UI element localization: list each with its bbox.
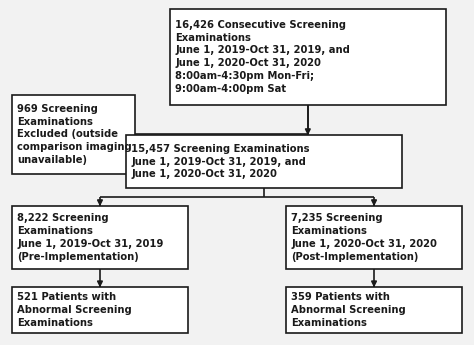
Text: 8,222 Screening
Examinations
June 1, 2019-Oct 31, 2019
(Pre-Implementation): 8,222 Screening Examinations June 1, 201… xyxy=(17,214,164,262)
FancyBboxPatch shape xyxy=(12,95,135,174)
FancyBboxPatch shape xyxy=(12,206,188,269)
Text: 16,426 Consecutive Screening
Examinations
June 1, 2019-Oct 31, 2019, and
June 1,: 16,426 Consecutive Screening Examination… xyxy=(175,20,350,94)
Text: 521 Patients with
Abnormal Screening
Examinations: 521 Patients with Abnormal Screening Exa… xyxy=(17,293,132,328)
Text: 969 Screening
Examinations
Excluded (outside
comparison imaging
unavailable): 969 Screening Examinations Excluded (out… xyxy=(17,104,132,165)
FancyBboxPatch shape xyxy=(286,287,462,333)
Text: 15,457 Screening Examinations
June 1, 2019-Oct 31, 2019, and
June 1, 2020-Oct 31: 15,457 Screening Examinations June 1, 20… xyxy=(131,144,310,179)
Text: 359 Patients with
Abnormal Screening
Examinations: 359 Patients with Abnormal Screening Exa… xyxy=(292,293,406,328)
FancyBboxPatch shape xyxy=(126,135,402,188)
FancyBboxPatch shape xyxy=(12,287,188,333)
FancyBboxPatch shape xyxy=(170,9,446,105)
Text: 7,235 Screening
Examinations
June 1, 2020-Oct 31, 2020
(Post-Implementation): 7,235 Screening Examinations June 1, 202… xyxy=(292,214,437,262)
FancyBboxPatch shape xyxy=(286,206,462,269)
